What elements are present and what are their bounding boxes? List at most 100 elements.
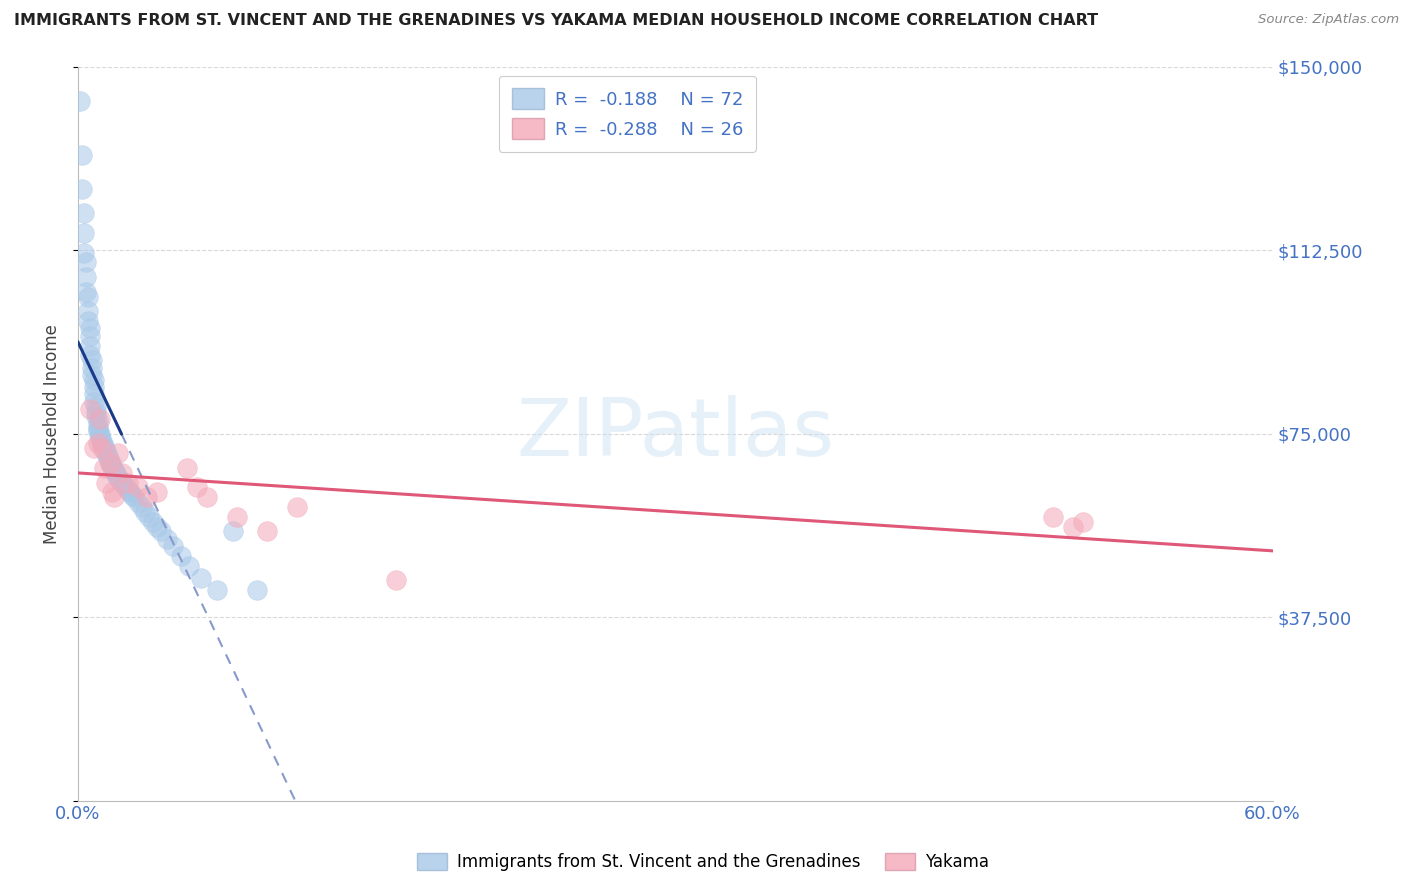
Point — [108, 473, 131, 487]
Point — [90, 436, 112, 450]
Point — [70, 147, 93, 161]
Point — [134, 505, 156, 519]
Point — [285, 500, 308, 514]
Legend: Immigrants from St. Vincent and the Grenadines, Yakama: Immigrants from St. Vincent and the Gren… — [408, 845, 998, 880]
Point — [75, 255, 97, 269]
Point — [75, 270, 97, 285]
Point — [89, 412, 111, 426]
Point — [75, 285, 97, 299]
Point — [83, 387, 105, 401]
Point — [117, 483, 139, 497]
Point — [1062, 519, 1084, 533]
Point — [86, 419, 108, 434]
Point — [70, 182, 93, 196]
Point — [89, 429, 111, 443]
Point — [226, 509, 249, 524]
Point — [205, 583, 228, 598]
Point — [94, 475, 117, 490]
Point — [256, 524, 278, 539]
Point — [114, 480, 136, 494]
Point — [83, 442, 105, 456]
Point — [98, 456, 121, 470]
Point — [73, 206, 96, 220]
Point — [69, 94, 91, 108]
Point — [83, 380, 105, 394]
Y-axis label: Median Household Income: Median Household Income — [44, 324, 60, 543]
Point — [73, 245, 96, 260]
Point — [80, 360, 103, 375]
Text: IMMIGRANTS FROM ST. VINCENT AND THE GRENADINES VS YAKAMA MEDIAN HOUSEHOLD INCOME: IMMIGRANTS FROM ST. VINCENT AND THE GREN… — [14, 13, 1098, 29]
Point — [89, 432, 111, 446]
Point — [86, 422, 108, 436]
Point — [146, 485, 169, 500]
Point — [94, 446, 117, 460]
Point — [107, 446, 129, 460]
Point — [98, 453, 121, 467]
Point — [103, 463, 125, 477]
Point — [97, 449, 120, 463]
Point — [83, 394, 105, 409]
Point — [246, 583, 269, 598]
Point — [103, 490, 125, 504]
Point — [80, 353, 103, 368]
Point — [86, 436, 108, 450]
Point — [79, 328, 101, 343]
Point — [127, 480, 149, 494]
Point — [186, 480, 208, 494]
Point — [150, 524, 173, 539]
Point — [100, 461, 122, 475]
Point — [90, 442, 112, 456]
Point — [79, 338, 101, 352]
Point — [100, 485, 122, 500]
Point — [195, 490, 218, 504]
Point — [127, 495, 149, 509]
Point — [76, 304, 98, 318]
Point — [170, 549, 193, 563]
Point — [98, 456, 121, 470]
Point — [121, 488, 143, 502]
Point — [93, 442, 115, 456]
Point — [104, 468, 127, 483]
Point — [84, 404, 107, 418]
Point — [136, 490, 159, 504]
Legend: R =  -0.188    N = 72, R =  -0.288    N = 26: R = -0.188 N = 72, R = -0.288 N = 26 — [499, 76, 756, 152]
Point — [89, 426, 111, 441]
Point — [73, 226, 96, 240]
Point — [222, 524, 245, 539]
Point — [79, 402, 101, 417]
Point — [1042, 509, 1064, 524]
Point — [104, 466, 127, 480]
Point — [79, 348, 101, 362]
Point — [84, 409, 107, 424]
Point — [112, 478, 135, 492]
Point — [176, 461, 198, 475]
Point — [131, 500, 153, 514]
Point — [93, 461, 115, 475]
Point — [107, 470, 129, 484]
Point — [100, 458, 122, 473]
Point — [179, 558, 201, 573]
Point — [90, 434, 112, 448]
Point — [190, 571, 212, 585]
Point — [80, 368, 103, 382]
Point — [83, 373, 105, 387]
Point — [138, 509, 160, 524]
Point — [94, 443, 117, 458]
Text: ZIPatlas: ZIPatlas — [516, 394, 834, 473]
Point — [385, 574, 408, 588]
Text: Source: ZipAtlas.com: Source: ZipAtlas.com — [1258, 13, 1399, 27]
Point — [146, 519, 169, 533]
Point — [1073, 515, 1095, 529]
Point — [93, 439, 115, 453]
Point — [118, 485, 141, 500]
Point — [117, 475, 139, 490]
Point — [76, 314, 98, 328]
Point — [76, 290, 98, 304]
Point — [122, 490, 145, 504]
Point — [79, 321, 101, 335]
Point — [86, 414, 108, 428]
Point — [97, 451, 120, 466]
Point — [110, 475, 132, 490]
Point — [84, 400, 107, 414]
Point — [110, 466, 132, 480]
